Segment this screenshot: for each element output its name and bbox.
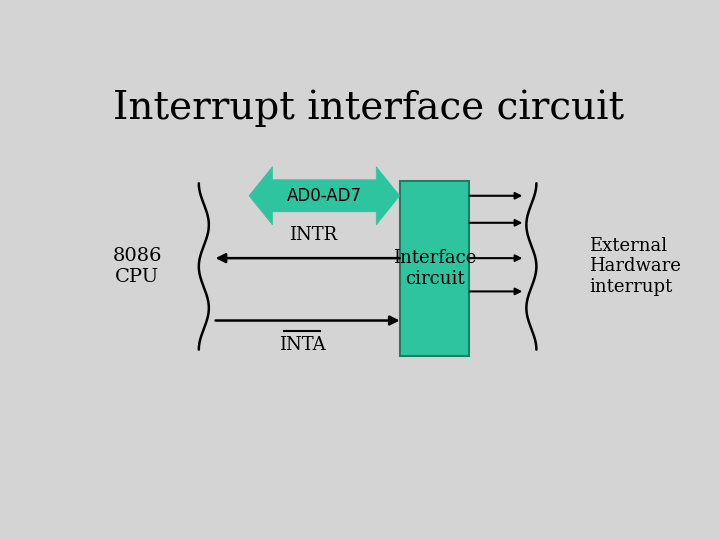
- Text: AD0-AD7: AD0-AD7: [287, 187, 362, 205]
- Text: External
Hardware
interrupt: External Hardware interrupt: [590, 237, 681, 296]
- Bar: [400, 181, 469, 356]
- Text: Interrupt interface circuit: Interrupt interface circuit: [114, 90, 624, 127]
- Text: INTA: INTA: [279, 336, 325, 354]
- Text: INTR: INTR: [289, 226, 337, 244]
- Text: 8086
CPU: 8086 CPU: [113, 247, 162, 286]
- Text: Interface
circuit: Interface circuit: [393, 249, 476, 288]
- Polygon shape: [249, 167, 400, 225]
